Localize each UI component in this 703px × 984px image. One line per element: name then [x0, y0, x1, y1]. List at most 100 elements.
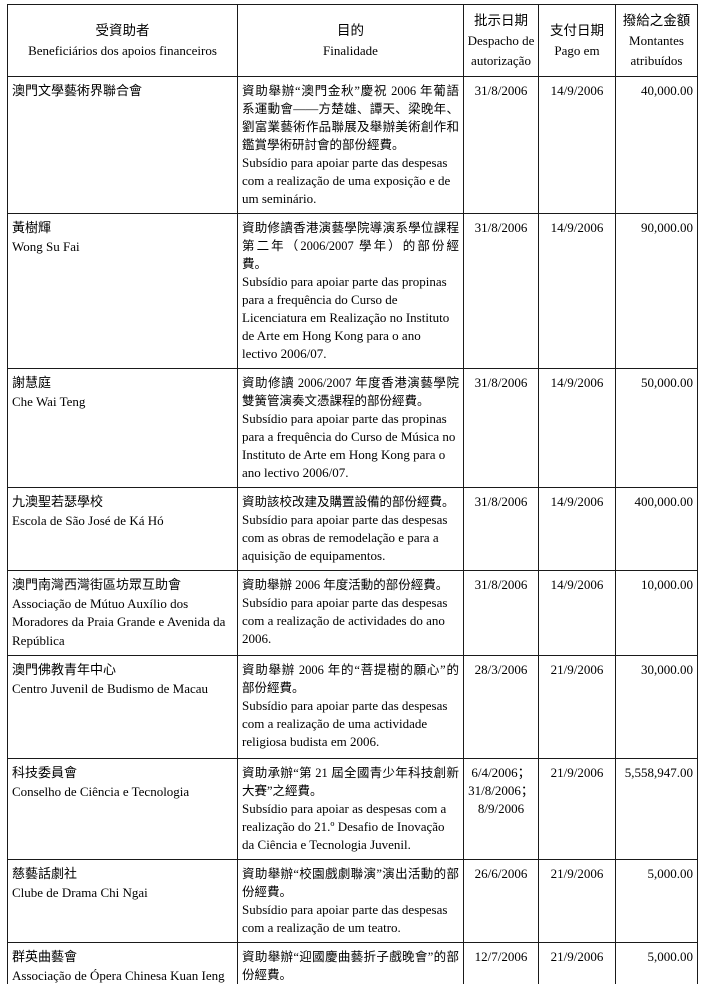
- table-row: 澳門南灣西灣街區坊眾互助會 Associação de Mútuo Auxíli…: [7, 570, 698, 656]
- amount-value: 10,000.00: [641, 577, 693, 592]
- purpose-text-zh: 資助舉辦“迎國慶曲藝折子戲晚會”的部份經費。: [242, 950, 459, 982]
- table-header: 受資助者 Beneficiários dos apoios financeiro…: [7, 4, 698, 77]
- purpose-text-pt: Subsídio para apoiar parte das despesas …: [242, 902, 448, 935]
- amount-cell: 5,000.00: [615, 942, 698, 984]
- amount-cell: 400,000.00: [615, 487, 698, 571]
- authorization-date: 28/3/2006: [474, 662, 528, 677]
- beneficiary-cell: 慈藝話劇社 Clube de Drama Chi Ngai: [7, 859, 238, 943]
- beneficiary-cell: 澳門文學藝術界聯合會: [7, 76, 238, 214]
- header-purpose-pt: Finalidade: [323, 43, 378, 58]
- authorization-date-cell: 31/8/2006: [463, 213, 539, 369]
- beneficiary-name-zh: 謝慧庭: [12, 375, 52, 390]
- table-body: 澳門文學藝術界聯合會 資助舉辦“澳門金秋”慶祝 2006 年葡語系運動會——方楚…: [7, 76, 698, 984]
- authorization-date: 31/8/2006: [474, 220, 528, 235]
- table-row: 科技委員會 Conselho de Ciência e Tecnologia 資…: [7, 758, 698, 860]
- beneficiary-name-pt: Conselho de Ciência e Tecnologia: [12, 783, 190, 799]
- purpose-cell: 資助舉辦“校園戲劇聯演”演出活動的部份經費。 Subsídio para apo…: [237, 859, 464, 943]
- beneficiary-name-zh: 澳門佛教青年中心: [12, 662, 117, 677]
- table-row: 慈藝話劇社 Clube de Drama Chi Ngai 資助舉辦“校園戲劇聯…: [7, 859, 698, 943]
- purpose-cell: 資助舉辦“澳門金秋”慶祝 2006 年葡語系運動會——方楚雄、譚天、梁晚年、劉富…: [237, 76, 464, 214]
- amount-cell: 5,000.00: [615, 859, 698, 943]
- payment-date-cell: 21/9/2006: [538, 859, 616, 943]
- amount-value: 50,000.00: [641, 375, 693, 390]
- table-row: 謝慧庭 Che Wai Teng 資助修讀 2006/2007 年度香港演藝學院…: [7, 368, 698, 488]
- payment-date: 14/9/2006: [550, 494, 604, 509]
- beneficiary-name-pt: Associação de Mútuo Auxílio dos Moradore…: [12, 595, 226, 648]
- purpose-text-pt: Subsídio para apoiar parte das despesas …: [242, 155, 451, 206]
- payment-date-cell: 14/9/2006: [538, 368, 616, 488]
- beneficiary-cell: 澳門南灣西灣街區坊眾互助會 Associação de Mútuo Auxíli…: [7, 570, 238, 656]
- authorization-date: 26/6/2006: [474, 866, 528, 881]
- purpose-cell: 資助舉辦 2006 年的“菩提樹的願心”的部份經費。 Subsídio para…: [237, 655, 464, 759]
- header-beneficiary-pt: Beneficiários dos apoios financeiros: [28, 43, 217, 58]
- table-row: 澳門佛教青年中心 Centro Juvenil de Budismo de Ma…: [7, 655, 698, 759]
- col-header-purpose: 目的 Finalidade: [237, 4, 464, 77]
- purpose-text-pt: Subsídio para apoiar parte das despesas …: [242, 698, 448, 749]
- amount-cell: 40,000.00: [615, 76, 698, 214]
- beneficiary-cell: 黃樹輝 Wong Su Fai: [7, 213, 238, 369]
- authorization-date: 8/9/2006: [477, 801, 525, 816]
- beneficiary-name-zh: 科技委員會: [12, 765, 78, 780]
- header-authorization-zh: 批示日期: [474, 13, 528, 28]
- payment-date: 21/9/2006: [550, 662, 604, 677]
- amount-cell: 50,000.00: [615, 368, 698, 488]
- beneficiary-name-pt: Wong Su Fai: [12, 238, 80, 254]
- authorization-date-cell: 26/6/2006: [463, 859, 539, 943]
- authorization-date: 31/8/2006；: [468, 783, 534, 798]
- beneficiary-name-zh: 群英曲藝會: [12, 949, 78, 964]
- authorization-date-cell: 31/8/2006: [463, 570, 539, 656]
- purpose-cell: 資助承辦“第 21 屆全國青少年科技創新大賽”之經費。 Subsídio par…: [237, 758, 464, 860]
- beneficiary-name-zh: 澳門南灣西灣街區坊眾互助會: [12, 577, 182, 592]
- beneficiary-cell: 科技委員會 Conselho de Ciência e Tecnologia: [7, 758, 238, 860]
- authorization-date: 31/8/2006: [474, 494, 528, 509]
- authorization-date-cell: 31/8/2006: [463, 76, 539, 214]
- payment-date-cell: 14/9/2006: [538, 213, 616, 369]
- amount-cell: 30,000.00: [615, 655, 698, 759]
- col-header-amount: 撥給之金額 Montantes atribuídos: [615, 4, 698, 77]
- payment-date: 21/9/2006: [550, 866, 604, 881]
- amount-value: 40,000.00: [641, 83, 693, 98]
- purpose-cell: 資助修讀 2006/2007 年度香港演藝學院雙簧管演奏文憑課程的部份經費。 S…: [237, 368, 464, 488]
- header-beneficiary-zh: 受資助者: [95, 23, 150, 38]
- payment-date-cell: 14/9/2006: [538, 76, 616, 214]
- header-row: 受資助者 Beneficiários dos apoios financeiro…: [7, 4, 698, 77]
- authorization-date: 31/8/2006: [474, 577, 528, 592]
- payment-date: 14/9/2006: [550, 577, 604, 592]
- purpose-text-pt: Subsídio para apoiar parte das despesas …: [242, 595, 448, 646]
- purpose-text-zh: 資助承辦“第 21 屆全國青少年科技創新大賽”之經費。: [242, 766, 459, 798]
- purpose-text-zh: 資助修讀 2006/2007 年度香港演藝學院雙簧管演奏文憑課程的部份經費。: [242, 376, 459, 408]
- beneficiary-name-pt: Clube de Drama Chi Ngai: [12, 884, 148, 900]
- beneficiary-cell: 群英曲藝會 Associação de Ópera Chinesa Kuan I…: [7, 942, 238, 984]
- amount-value: 400,000.00: [634, 494, 694, 509]
- amount-cell: 90,000.00: [615, 213, 698, 369]
- purpose-text-zh: 資助舉辦 2006 年的“菩提樹的願心”的部份經費。: [242, 663, 459, 695]
- authorization-date-cell: 12/7/2006: [463, 942, 539, 984]
- col-header-payment-date: 支付日期 Pago em: [538, 4, 616, 77]
- payment-date-cell: 14/9/2006: [538, 570, 616, 656]
- purpose-text-zh: 資助該校改建及購置設備的部份經費。: [242, 495, 455, 509]
- purpose-cell: 資助舉辦 2006 年度活動的部份經費。 Subsídio para apoia…: [237, 570, 464, 656]
- payment-date: 21/9/2006: [550, 949, 604, 964]
- header-payment-zh: 支付日期: [550, 23, 604, 38]
- beneficiary-name-pt: Centro Juvenil de Budismo de Macau: [12, 680, 209, 696]
- purpose-cell: 資助該校改建及購置設備的部份經費。 Subsídio para apoiar p…: [237, 487, 464, 571]
- table-row: 群英曲藝會 Associação de Ópera Chinesa Kuan I…: [7, 942, 698, 984]
- purpose-text-zh: 資助舉辦“澳門金秋”慶祝 2006 年葡語系運動會——方楚雄、譚天、梁晚年、劉富…: [242, 84, 459, 152]
- col-header-beneficiary: 受資助者 Beneficiários dos apoios financeiro…: [7, 4, 238, 77]
- amount-cell: 10,000.00: [615, 570, 698, 656]
- table-row: 九澳聖若瑟學校 Escola de São José de Ká Hó 資助該校…: [7, 487, 698, 571]
- authorization-date: 31/8/2006: [474, 83, 528, 98]
- beneficiary-name-pt: Associação de Ópera Chinesa Kuan Ieng: [12, 967, 225, 983]
- payment-date: 14/9/2006: [550, 220, 604, 235]
- authorization-date-cell: 31/8/2006: [463, 487, 539, 571]
- payment-date: 21/9/2006: [550, 765, 604, 780]
- col-header-authorization-date: 批示日期 Despacho de autorização: [463, 4, 539, 77]
- amount-value: 30,000.00: [641, 662, 693, 677]
- amount-value: 5,000.00: [647, 949, 694, 964]
- purpose-text-zh: 資助舉辦 2006 年度活動的部份經費。: [242, 578, 449, 592]
- amount-value: 5,000.00: [647, 866, 694, 881]
- payment-date: 14/9/2006: [550, 83, 604, 98]
- authorization-date: 6/4/2006；: [471, 765, 531, 780]
- table-row: 澳門文學藝術界聯合會 資助舉辦“澳門金秋”慶祝 2006 年葡語系運動會——方楚…: [7, 76, 698, 214]
- header-amount-pt: Montantes atribuídos: [629, 33, 684, 68]
